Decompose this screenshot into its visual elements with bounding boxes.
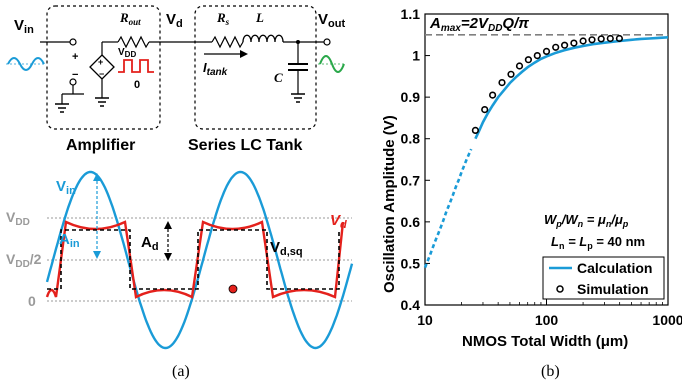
- amax-annotation: Amax=2VDDQ/π: [429, 15, 529, 34]
- caption-b: (b): [541, 363, 560, 380]
- ratio-annotation: Wp/Wn = μn/μp: [544, 212, 629, 229]
- simulation-point: [579, 37, 587, 45]
- rs-label: Rs: [216, 10, 230, 27]
- legend-simulation-label: Simulation: [577, 281, 649, 297]
- simulation-point: [498, 78, 506, 87]
- y-tick-label: 0.7: [401, 172, 421, 188]
- rout-label: Rout: [119, 10, 141, 27]
- y-axis-title: Oscillation Amplitude (V): [381, 115, 398, 293]
- plus-sign: +: [72, 51, 78, 63]
- legend-simulation-swatch: [556, 285, 564, 293]
- output-terminal: [323, 38, 331, 46]
- x-tick-label: 10: [417, 312, 433, 328]
- circuit-vd-label: Vd: [166, 11, 183, 30]
- ain-label: Ain: [59, 231, 80, 250]
- simulation-point: [507, 70, 515, 78]
- x-tick-label: 1000: [652, 312, 682, 328]
- wave-vd-label: Vd: [330, 212, 347, 231]
- vd-marker-dot: [228, 284, 238, 294]
- y-tick-label: 1.1: [401, 6, 421, 22]
- y-tick-label: 1: [412, 48, 420, 64]
- y-tick-label: 0.5: [401, 255, 421, 271]
- inductor-icon: [242, 34, 284, 43]
- l-label: L: [255, 10, 264, 25]
- legend: Calculation Simulation: [542, 256, 665, 300]
- c-label: C: [274, 70, 283, 85]
- simulation-point: [570, 39, 578, 47]
- tank-caption: Series LC Tank: [188, 137, 303, 154]
- level-half-label: VDD/2: [6, 251, 42, 270]
- svg-text:−: −: [99, 69, 104, 79]
- zero-label: 0: [134, 79, 140, 91]
- square-wave-icon: [118, 59, 154, 73]
- simulation-point: [588, 36, 596, 44]
- vdd-small-label: VDD: [118, 47, 136, 59]
- simulation-point: [560, 41, 569, 49]
- circuit-vout-label: Vout: [318, 11, 345, 30]
- itank-label: Itank: [203, 60, 228, 78]
- ad-label: Ad: [141, 234, 159, 253]
- rs-resistor-icon: [211, 35, 244, 49]
- vdsq-label: Vd,sq: [270, 239, 303, 258]
- amplifier-caption: Amplifier: [66, 137, 135, 154]
- simulation-point: [552, 43, 560, 51]
- simulation-point: [524, 56, 533, 64]
- calculation-series: [474, 36, 669, 140]
- simulation-point: [515, 62, 524, 70]
- amplitude-chart: 0.4 0.5 0.6 0.7 0.8 0.9 1 1.1 10 100 1000 Amax=2V…: [381, 6, 682, 380]
- calculation-series-extrapolated: [423, 148, 473, 269]
- ground-icon-2: [95, 97, 109, 107]
- itank-arrow-icon: [240, 50, 248, 58]
- svg-text:+: +: [98, 57, 103, 67]
- simulation-point: [533, 51, 541, 60]
- simulation-point: [471, 126, 480, 134]
- vd-wave: [45, 220, 345, 299]
- input-sine-icon: [7, 57, 45, 71]
- level-vdd-label: VDD: [6, 209, 30, 228]
- length-annotation: Ln = Lp = 40 nm: [551, 234, 645, 251]
- input-plus-terminal: [69, 38, 77, 46]
- vd-square-wave: [47, 229, 340, 290]
- amplifier-box: [46, 5, 161, 130]
- minus-sign: −: [72, 69, 78, 81]
- simulation-point: [489, 91, 497, 99]
- y-tick-label: 0.6: [401, 214, 421, 230]
- simulation-point: [597, 35, 605, 43]
- caption-a: (a): [172, 363, 190, 380]
- simulation-point: [481, 105, 489, 114]
- simulation-point: [542, 47, 551, 56]
- tank-box: [194, 5, 317, 130]
- y-tick-label: 0.9: [401, 89, 421, 105]
- simulation-point: [606, 34, 614, 43]
- level-zero-label: 0: [28, 293, 36, 309]
- waveform-plot: VDD VDD/2 0 Vin Ain Ad Vd Vd,sq (a): [6, 170, 354, 380]
- wave-vin-label: Vin: [56, 178, 76, 197]
- circuit-vin-label: Vin: [14, 17, 34, 36]
- x-tick-label: 100: [535, 312, 559, 328]
- simulation-point: [615, 34, 624, 43]
- ground-icon-3: [291, 93, 305, 103]
- x-axis-title: NMOS Total Width (μm): [462, 333, 628, 350]
- legend-calculation-label: Calculation: [577, 260, 652, 276]
- circuit-schematic: Vin + − + − VDD 0: [6, 5, 346, 154]
- ground-icon: [55, 94, 69, 113]
- rout-resistor-icon: [117, 35, 150, 49]
- y-tick-label: 0.4: [401, 297, 421, 313]
- y-tick-label: 0.8: [401, 131, 421, 147]
